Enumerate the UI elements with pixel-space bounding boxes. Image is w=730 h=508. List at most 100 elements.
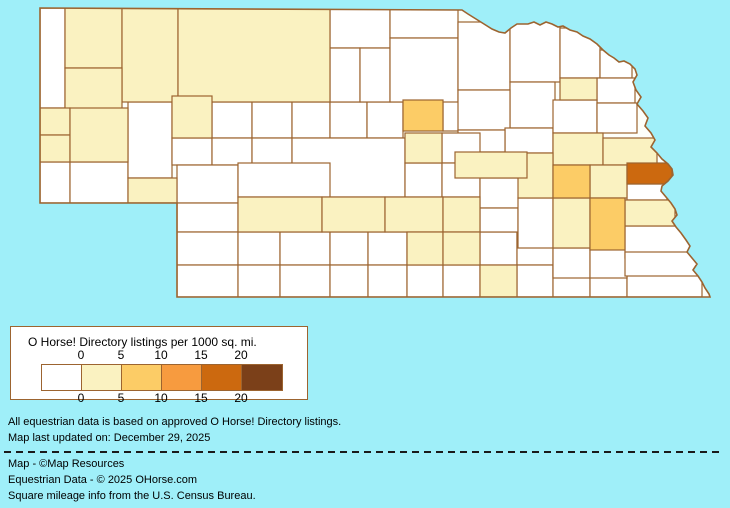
county-region	[552, 132, 604, 166]
legend-tick-label: 15	[194, 391, 208, 405]
legend-title: O Horse! Directory listings per 1000 sq.…	[28, 335, 257, 349]
county-region	[504, 127, 554, 154]
county-region	[509, 19, 561, 83]
county-region	[442, 264, 481, 297]
county-region	[177, 8, 331, 103]
footer-note-last-updated: Map last updated on: December 29, 2025	[8, 432, 211, 444]
footer-credit-census: Square mileage info from the U.S. Census…	[8, 490, 256, 502]
county-region	[237, 231, 281, 266]
county-region	[559, 27, 601, 79]
legend-ramp-cell-0	[42, 365, 82, 390]
legend-tick-label: 5	[117, 348, 125, 362]
county-region	[279, 264, 331, 297]
county-region	[329, 264, 369, 297]
county-region	[406, 231, 444, 266]
county-region	[176, 164, 239, 204]
county-region	[552, 164, 591, 199]
county-region	[127, 177, 178, 204]
legend-ramp-cell-5	[242, 365, 282, 390]
county-region	[404, 132, 443, 164]
county-region	[211, 101, 253, 139]
county-region	[40, 8, 66, 109]
county-region	[589, 247, 628, 279]
county-region	[389, 8, 459, 39]
county-region	[589, 164, 628, 199]
legend-tick-label: 20	[234, 348, 248, 362]
county-region	[127, 101, 173, 179]
county-region	[237, 162, 331, 198]
county-region	[251, 137, 293, 166]
county-region	[329, 101, 368, 139]
county-region	[329, 8, 391, 49]
county-region	[454, 151, 528, 179]
county-region	[479, 264, 518, 297]
county-region	[171, 95, 213, 139]
county-region	[329, 231, 369, 266]
county-region	[402, 99, 444, 132]
county-region	[251, 101, 293, 139]
legend-ticks-top: 0 5 10 15 20	[11, 348, 307, 362]
county-region	[589, 197, 626, 251]
footer-credit-map: Map - ©Map Resources	[8, 458, 125, 470]
county-region	[552, 99, 598, 134]
legend-ramp-cell-2	[122, 365, 162, 390]
county-region	[211, 137, 253, 166]
county-region	[40, 134, 71, 163]
county-region	[624, 199, 676, 227]
county-region	[64, 8, 123, 69]
county-region	[602, 137, 658, 166]
county-region	[516, 264, 554, 297]
footer-credit-equestrian-data: Equestrian Data - © 2025 OHorse.com	[8, 474, 198, 486]
legend-tick-label: 10	[154, 348, 168, 362]
legend-box: O Horse! Directory listings per 1000 sq.…	[10, 326, 308, 405]
county-region	[559, 77, 598, 101]
county-region	[599, 49, 633, 79]
legend-ramp-cell-4	[202, 365, 242, 390]
county-region	[176, 231, 239, 266]
legend-ramp-cell-1	[82, 365, 122, 390]
choropleth-map-svg	[39, 7, 712, 298]
legend-ticks-bottom: 0 5 10 15 20	[11, 391, 307, 405]
county-region	[626, 162, 673, 185]
county-region	[384, 196, 444, 233]
county-region	[457, 89, 511, 131]
county-region	[237, 264, 281, 297]
county-region	[389, 37, 459, 103]
county-region	[596, 77, 636, 104]
county-region	[509, 81, 556, 129]
county-region	[176, 202, 239, 233]
county-region	[367, 231, 408, 266]
county-region	[624, 251, 701, 277]
state-outline	[39, 7, 712, 298]
county-region	[479, 207, 519, 233]
county-region	[442, 196, 481, 233]
county-region	[64, 67, 123, 111]
county-region	[321, 196, 386, 233]
legend-tick-label: 20	[234, 391, 248, 405]
county-region	[121, 8, 179, 103]
county-region	[359, 47, 391, 103]
county-region	[40, 107, 71, 136]
county-region	[40, 161, 71, 204]
county-region	[552, 247, 591, 279]
legend-color-ramp	[41, 364, 283, 391]
county-region	[404, 162, 443, 198]
county-region	[442, 231, 481, 266]
legend-tick-label: 15	[194, 348, 208, 362]
county-region	[176, 264, 239, 297]
county-region	[406, 264, 444, 297]
legend-tick-label: 0	[77, 348, 85, 362]
legend-ramp-cell-3	[162, 365, 202, 390]
legend-tick-label: 0	[77, 391, 85, 405]
county-region	[291, 101, 331, 139]
county-region	[367, 264, 408, 297]
county-region	[479, 231, 518, 266]
county-region	[279, 231, 331, 266]
county-region	[329, 47, 361, 103]
nebraska-county-map	[39, 7, 712, 298]
county-region	[237, 196, 323, 233]
county-region	[596, 102, 638, 134]
legend-tick-label: 5	[117, 391, 125, 405]
county-region	[69, 161, 129, 204]
dashed-separator	[4, 451, 722, 453]
